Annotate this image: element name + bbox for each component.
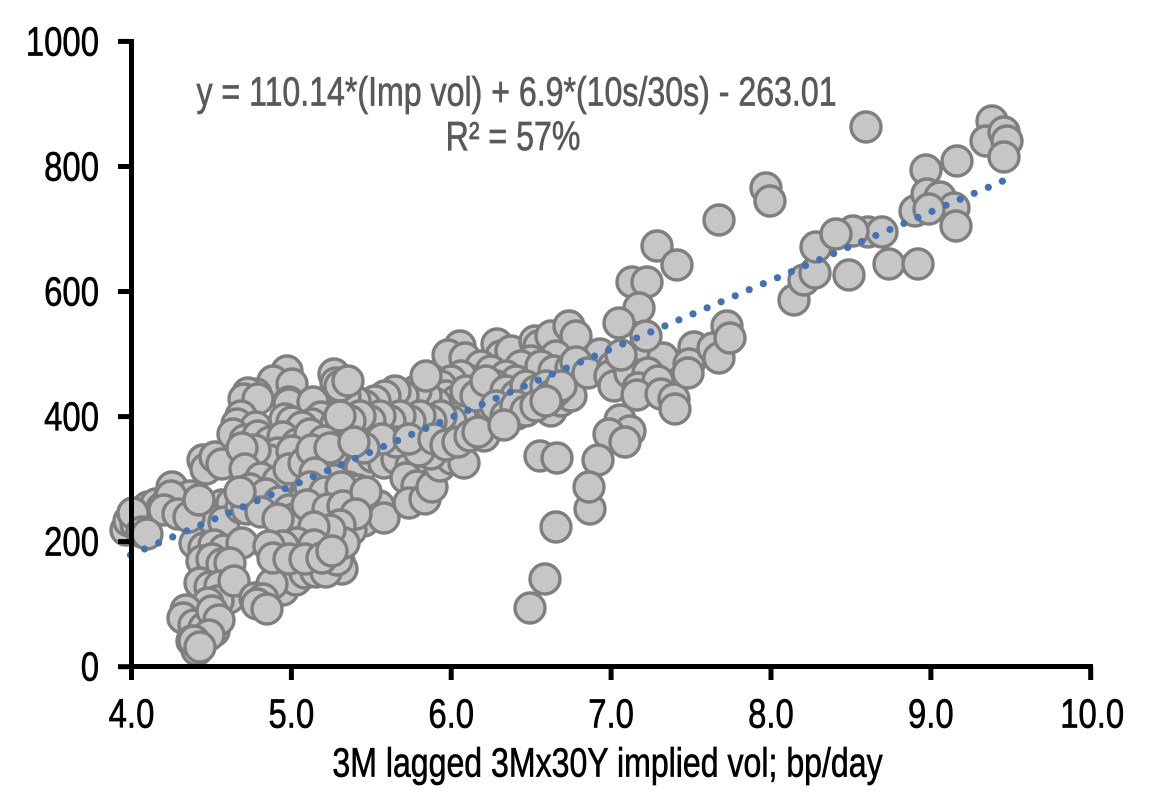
svg-text:7.0: 7.0 [588, 691, 634, 736]
svg-text:600: 600 [44, 269, 99, 314]
svg-text:R² = 57%: R² = 57% [446, 113, 581, 158]
svg-text:1000: 1000 [26, 19, 99, 64]
svg-text:200: 200 [44, 519, 99, 564]
svg-text:800: 800 [44, 144, 99, 189]
svg-text:4.0: 4.0 [109, 691, 155, 736]
svg-text:400: 400 [44, 394, 99, 439]
svg-text:0: 0 [81, 644, 99, 689]
svg-text:9.0: 9.0 [908, 691, 954, 736]
svg-text:y = 110.14*(Imp vol) + 6.9*(10: y = 110.14*(Imp vol) + 6.9*(10s/30s) - 2… [196, 69, 836, 114]
svg-text:6.0: 6.0 [428, 691, 474, 736]
svg-text:5.0: 5.0 [269, 691, 315, 736]
svg-text:10.0: 10.0 [1060, 691, 1124, 736]
svg-text:3M lagged 3Mx30Y implied vol;: 3M lagged 3Mx30Y implied vol; bp/day [332, 740, 883, 785]
svg-text:8.0: 8.0 [748, 691, 794, 736]
